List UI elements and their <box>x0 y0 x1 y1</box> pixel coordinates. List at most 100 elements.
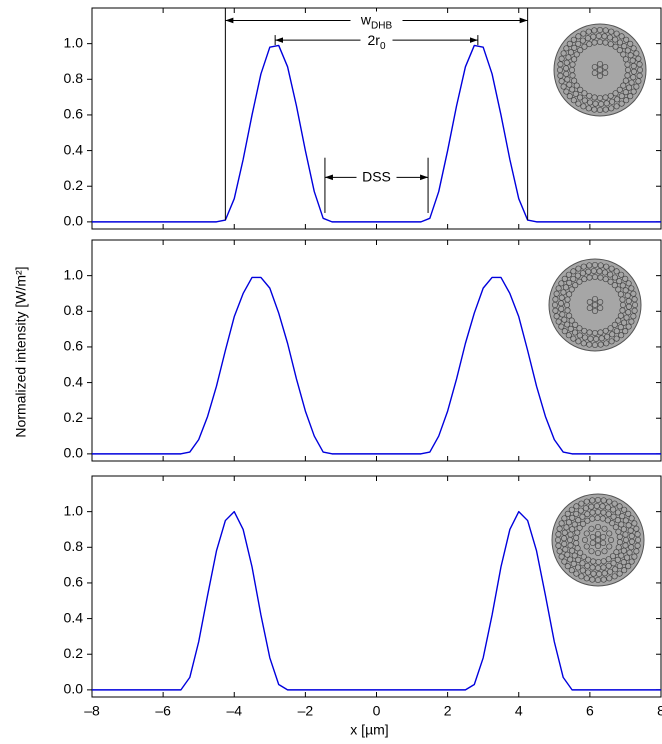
air-hole <box>628 285 635 292</box>
air-hole <box>610 513 617 520</box>
y-tick-label: 1.0 <box>64 502 84 518</box>
air-hole <box>571 77 578 84</box>
annotation-sub: 0 <box>380 41 386 52</box>
air-hole <box>602 94 609 101</box>
air-hole <box>584 35 591 42</box>
y-tick-label: 0.2 <box>64 409 84 425</box>
intensity-line <box>92 510 661 691</box>
air-hole <box>586 329 593 336</box>
air-hole <box>566 93 573 100</box>
y-tick-label: 1.0 <box>64 34 84 50</box>
air-hole <box>619 513 626 520</box>
air-hole <box>618 332 625 339</box>
air-hole <box>621 319 628 326</box>
air-hole <box>576 524 583 531</box>
air-hole <box>602 327 609 334</box>
air-hole <box>579 270 586 277</box>
y-tick-label: 0.0 <box>64 445 84 461</box>
air-hole <box>569 526 576 533</box>
air-hole <box>563 70 570 77</box>
air-hole <box>621 567 628 574</box>
air-hole <box>589 564 596 571</box>
air-hole <box>594 508 602 516</box>
air-hole <box>557 72 564 79</box>
air-hole <box>583 575 590 582</box>
air-hole <box>581 97 588 104</box>
air-hole <box>567 542 574 549</box>
air-hole <box>573 51 580 58</box>
air-hole <box>602 69 609 77</box>
air-hole <box>597 262 604 269</box>
air-hole <box>606 530 613 537</box>
air-hole <box>589 509 596 516</box>
x-tick-label: –4 <box>226 703 242 719</box>
air-hole <box>556 548 563 555</box>
air-hole <box>628 558 635 565</box>
air-hole <box>624 66 632 74</box>
air-hole <box>622 275 629 282</box>
air-hole <box>557 61 564 68</box>
air-hole <box>624 292 631 299</box>
air-hole <box>579 37 586 44</box>
air-hole <box>560 289 567 296</box>
air-hole <box>560 83 567 90</box>
x-tick-label: 4 <box>515 703 523 719</box>
air-hole <box>613 335 620 342</box>
air-hole <box>596 72 604 80</box>
air-hole <box>628 515 635 522</box>
air-hole <box>558 294 565 301</box>
air-hole <box>584 511 591 518</box>
air-hole <box>635 55 642 62</box>
air-hole <box>596 268 603 275</box>
air-hole <box>575 556 582 563</box>
air-hole <box>597 298 604 306</box>
air-hole <box>564 551 571 558</box>
air-hole <box>581 327 588 334</box>
air-hole <box>599 515 606 522</box>
air-hole <box>625 309 632 316</box>
air-hole <box>585 105 592 112</box>
air-hole <box>558 305 565 312</box>
air-hole <box>611 282 618 289</box>
air-hole <box>604 504 612 511</box>
air-hole <box>561 275 568 282</box>
annotation-bg <box>360 32 393 51</box>
air-hole <box>591 69 598 77</box>
air-hole <box>591 307 599 315</box>
air-hole <box>616 563 623 570</box>
air-hole <box>591 341 599 349</box>
air-hole <box>633 50 640 57</box>
air-hole <box>593 502 600 510</box>
air-hole <box>594 514 601 522</box>
air-hole <box>626 549 633 556</box>
air-hole <box>558 323 565 330</box>
air-hole <box>555 531 562 538</box>
air-hole <box>594 576 602 584</box>
air-hole <box>594 496 602 504</box>
air-hole <box>559 311 566 318</box>
air-hole <box>612 566 619 573</box>
air-hole <box>568 66 576 74</box>
air-hole <box>590 570 597 577</box>
air-hole <box>619 282 626 289</box>
air-hole <box>591 273 599 281</box>
air-hole <box>604 333 611 340</box>
air-hole <box>567 556 574 563</box>
air-hole <box>615 317 622 324</box>
air-hole <box>587 335 594 342</box>
air-hole <box>636 72 643 79</box>
air-hole <box>566 312 573 319</box>
air-hole <box>591 329 599 337</box>
air-hole <box>597 274 604 281</box>
y-tick-label: 0.6 <box>64 574 84 590</box>
air-hole <box>560 50 567 57</box>
air-hole <box>607 278 614 285</box>
air-hole <box>628 318 635 325</box>
air-hole <box>589 539 596 547</box>
fiber-icon <box>548 258 642 352</box>
air-hole <box>561 328 568 335</box>
air-hole <box>620 547 627 554</box>
air-hole <box>624 61 631 68</box>
air-hole <box>553 290 560 297</box>
air-hole <box>630 45 637 52</box>
